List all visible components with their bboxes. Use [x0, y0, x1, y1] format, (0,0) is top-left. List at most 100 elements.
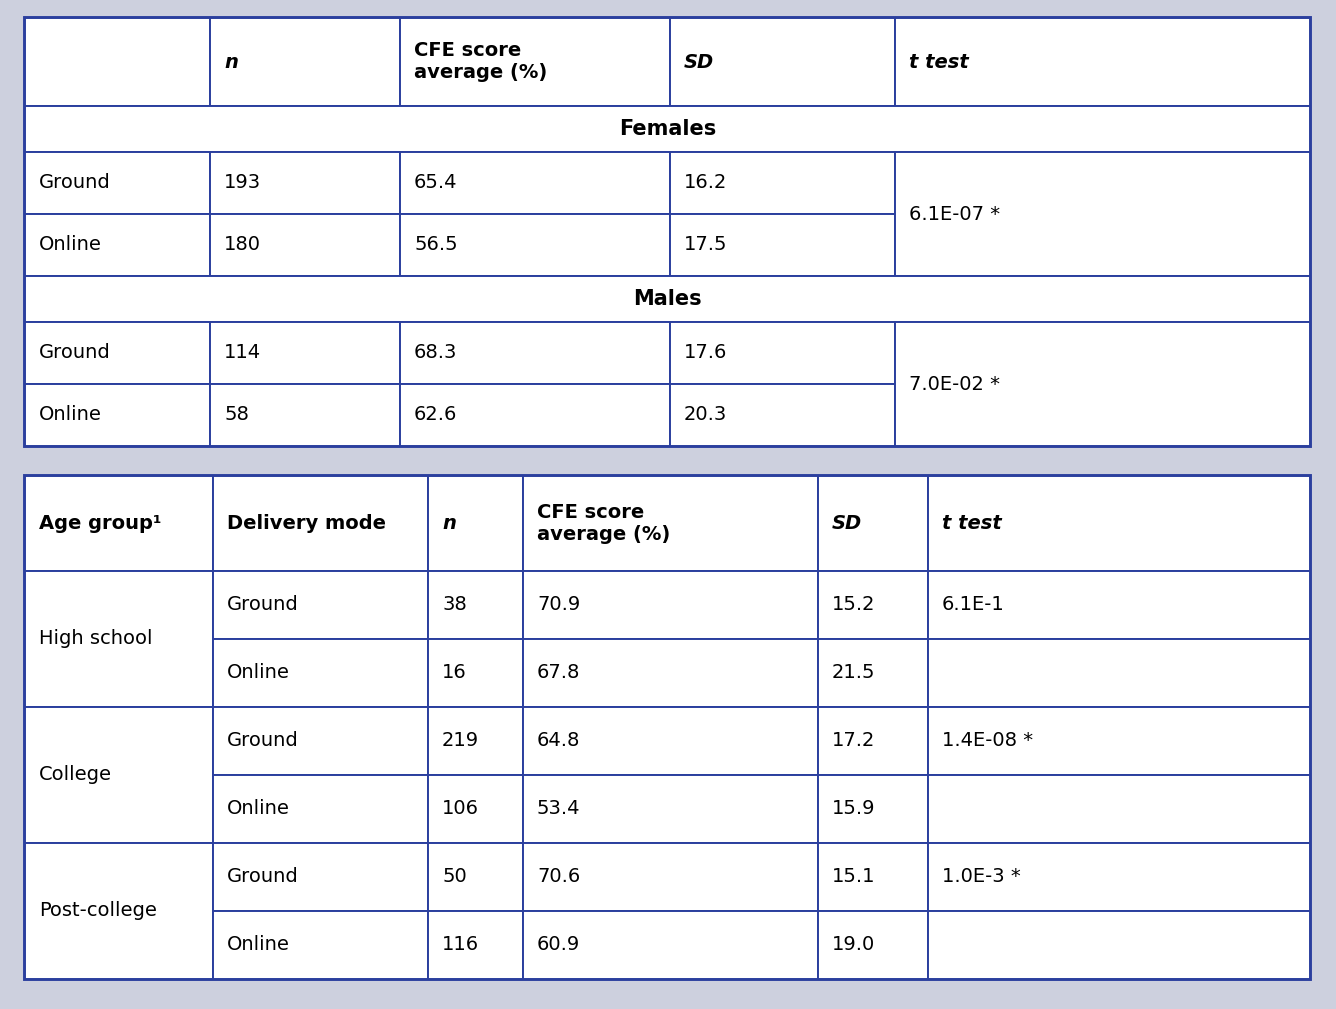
Text: 17.6: 17.6: [684, 343, 727, 362]
Bar: [522, 911, 818, 979]
Bar: [929, 707, 1311, 775]
Bar: [428, 843, 522, 911]
Bar: [210, 214, 399, 276]
Text: 70.9: 70.9: [537, 595, 580, 614]
Bar: [895, 18, 1311, 106]
Bar: [895, 322, 1311, 446]
Text: High school: High school: [39, 630, 152, 649]
Bar: [522, 476, 818, 571]
Bar: [818, 911, 929, 979]
Bar: [25, 18, 1311, 446]
Bar: [212, 707, 428, 775]
Text: 114: 114: [224, 343, 261, 362]
Text: CFE score
average (%): CFE score average (%): [537, 503, 671, 544]
Text: Online: Online: [227, 799, 290, 818]
Text: 7.0E-02 *: 7.0E-02 *: [908, 374, 1001, 394]
Text: 38: 38: [442, 595, 466, 614]
Text: Males: Males: [633, 289, 701, 309]
Bar: [428, 639, 522, 707]
Bar: [669, 18, 895, 106]
Bar: [212, 571, 428, 639]
Text: SD: SD: [832, 514, 862, 533]
Bar: [818, 843, 929, 911]
Bar: [929, 639, 1311, 707]
Text: 17.2: 17.2: [832, 732, 875, 751]
Text: 58: 58: [224, 406, 248, 425]
Bar: [929, 843, 1311, 911]
Bar: [210, 152, 399, 214]
Bar: [818, 571, 929, 639]
Bar: [669, 152, 895, 214]
Bar: [895, 152, 1311, 276]
Bar: [399, 18, 669, 106]
Bar: [929, 571, 1311, 639]
Bar: [669, 384, 895, 446]
Bar: [399, 322, 669, 384]
Text: 106: 106: [442, 799, 480, 818]
Text: Online: Online: [39, 406, 102, 425]
Bar: [818, 707, 929, 775]
Text: Ground: Ground: [39, 343, 111, 362]
Text: 56.5: 56.5: [414, 235, 458, 254]
Text: Online: Online: [39, 235, 102, 254]
Bar: [212, 843, 428, 911]
Text: 15.2: 15.2: [832, 595, 875, 614]
Bar: [522, 843, 818, 911]
Text: 60.9: 60.9: [537, 935, 580, 955]
Text: 6.1E-1: 6.1E-1: [942, 595, 1005, 614]
Text: 17.5: 17.5: [684, 235, 728, 254]
Bar: [669, 322, 895, 384]
Text: t test: t test: [908, 52, 969, 72]
Text: 68.3: 68.3: [414, 343, 457, 362]
Bar: [25, 18, 210, 106]
Text: 16: 16: [442, 664, 466, 682]
Text: n: n: [442, 514, 456, 533]
Bar: [25, 843, 212, 979]
Bar: [210, 384, 399, 446]
Bar: [25, 571, 212, 707]
Bar: [25, 476, 212, 571]
Bar: [212, 911, 428, 979]
Bar: [212, 775, 428, 843]
Bar: [428, 775, 522, 843]
Text: SD: SD: [684, 52, 715, 72]
Text: 53.4: 53.4: [537, 799, 581, 818]
Bar: [25, 214, 210, 276]
Text: 193: 193: [224, 174, 261, 193]
Bar: [212, 476, 428, 571]
Text: 15.9: 15.9: [832, 799, 875, 818]
Text: 65.4: 65.4: [414, 174, 457, 193]
Bar: [399, 152, 669, 214]
Bar: [818, 775, 929, 843]
Text: t test: t test: [942, 514, 1002, 533]
Text: 16.2: 16.2: [684, 174, 727, 193]
Text: CFE score
average (%): CFE score average (%): [414, 41, 548, 83]
Bar: [428, 707, 522, 775]
Text: n: n: [224, 52, 238, 72]
Bar: [25, 152, 210, 214]
Text: 20.3: 20.3: [684, 406, 727, 425]
Text: 21.5: 21.5: [832, 664, 875, 682]
Text: 64.8: 64.8: [537, 732, 580, 751]
Text: 116: 116: [442, 935, 480, 955]
Text: 62.6: 62.6: [414, 406, 457, 425]
Bar: [210, 322, 399, 384]
Bar: [669, 214, 895, 276]
Bar: [818, 639, 929, 707]
Text: Age group¹: Age group¹: [39, 514, 162, 533]
Bar: [25, 707, 212, 843]
Bar: [818, 476, 929, 571]
Bar: [929, 911, 1311, 979]
Bar: [428, 476, 522, 571]
Bar: [25, 322, 210, 384]
Text: 219: 219: [442, 732, 480, 751]
Bar: [522, 707, 818, 775]
Text: Online: Online: [227, 664, 290, 682]
Text: 50: 50: [442, 868, 466, 887]
Bar: [428, 571, 522, 639]
Text: College: College: [39, 766, 112, 785]
Text: Females: Females: [619, 119, 716, 139]
Text: 6.1E-07 *: 6.1E-07 *: [908, 205, 1001, 224]
Text: Ground: Ground: [227, 595, 299, 614]
Text: 70.6: 70.6: [537, 868, 580, 887]
